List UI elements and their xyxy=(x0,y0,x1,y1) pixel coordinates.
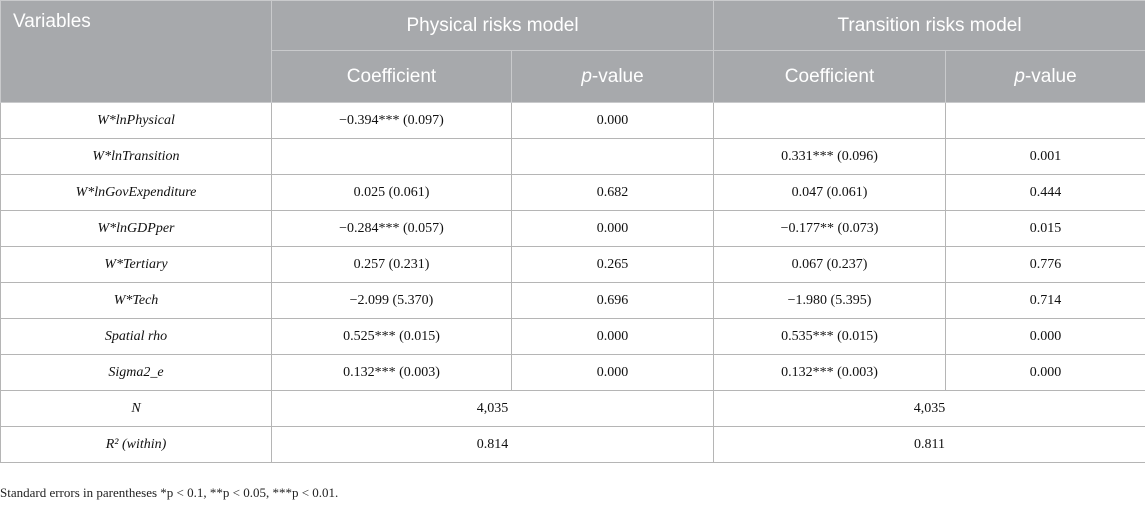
table-row: W*lnPhysical −0.394*** (0.097) 0.000 xyxy=(0,102,1145,139)
header-physical-model: Physical risks model xyxy=(270,0,715,51)
table-row: W*lnGDPper −0.284*** (0.057) 0.000 −0.17… xyxy=(0,210,1145,247)
physical-coefficient: 0.525*** (0.015) xyxy=(271,318,512,355)
header-row-top: Variables Physical risks model Transitio… xyxy=(0,0,1145,103)
transition-coefficient: 0.067 (0.237) xyxy=(713,246,947,283)
header-physical-pvalue: p-value xyxy=(510,50,715,103)
row-variable: W*Tertiary xyxy=(0,246,272,283)
table-row: W*Tech −2.099 (5.370) 0.696 −1.980 (5.39… xyxy=(0,282,1145,319)
physical-coefficient: 0.132*** (0.003) xyxy=(271,354,512,391)
transition-coefficient: 0.047 (0.061) xyxy=(713,174,947,211)
transition-n: 4,035 xyxy=(713,390,1145,427)
row-variable: W*lnTransition xyxy=(0,138,272,175)
row-variable-r2: R² (within) xyxy=(0,426,272,463)
row-variable: Sigma2_e xyxy=(0,354,272,391)
physical-coefficient: −2.099 (5.370) xyxy=(271,282,512,319)
table-footnote: Standard errors in parentheses *p < 0.1,… xyxy=(0,485,339,500)
physical-pvalue: 0.696 xyxy=(510,282,715,319)
row-variable: W*lnGDPper xyxy=(0,210,272,247)
transition-pvalue: 0.000 xyxy=(945,318,1145,355)
table-row: W*Tertiary 0.257 (0.231) 0.265 0.067 (0.… xyxy=(0,246,1145,283)
header-transition-pvalue: p-value xyxy=(945,50,1145,103)
physical-coefficient: −0.284*** (0.057) xyxy=(271,210,512,247)
physical-r2: 0.814 xyxy=(270,426,715,463)
table-row-n: N 4,035 4,035 xyxy=(0,390,1145,427)
pvalue-p: p xyxy=(1014,65,1025,87)
table-row: Spatial rho 0.525*** (0.015) 0.000 0.535… xyxy=(0,318,1145,355)
row-variable: W*Tech xyxy=(0,282,272,319)
transition-pvalue: 0.000 xyxy=(945,354,1145,391)
physical-pvalue: 0.000 xyxy=(510,354,715,391)
physical-n: 4,035 xyxy=(270,390,715,427)
header-row-sub: Coefficient p-value Coefficient p-value xyxy=(1,50,1145,103)
header-variables: Variables xyxy=(0,0,272,103)
transition-coefficient: 0.535*** (0.015) xyxy=(713,318,947,355)
physical-pvalue: 0.000 xyxy=(510,102,715,139)
transition-pvalue: 0.001 xyxy=(945,138,1145,175)
row-variable-n: N xyxy=(0,390,272,427)
physical-coefficient: −0.394*** (0.097) xyxy=(271,102,512,139)
header-transition-coefficient: Coefficient xyxy=(713,50,947,103)
transition-pvalue: 0.714 xyxy=(945,282,1145,319)
table-row: Sigma2_e 0.132*** (0.003) 0.000 0.132***… xyxy=(0,354,1145,391)
header-transition-model: Transition risks model xyxy=(713,0,1145,51)
transition-coefficient: −1.980 (5.395) xyxy=(713,282,947,319)
transition-pvalue: 0.776 xyxy=(945,246,1145,283)
header-physical-coefficient: Coefficient xyxy=(271,50,512,103)
transition-r2: 0.811 xyxy=(713,426,1145,463)
transition-coefficient: 0.331*** (0.096) xyxy=(713,138,947,175)
physical-pvalue: 0.682 xyxy=(510,174,715,211)
transition-pvalue: 0.015 xyxy=(945,210,1145,247)
transition-pvalue xyxy=(945,102,1145,139)
row-variable: W*lnGovExpenditure xyxy=(0,174,272,211)
physical-pvalue: 0.265 xyxy=(510,246,715,283)
regression-results-table: Variables Physical risks model Transitio… xyxy=(0,0,1145,463)
physical-coefficient: 0.257 (0.231) xyxy=(271,246,512,283)
transition-pvalue: 0.444 xyxy=(945,174,1145,211)
table-row: W*lnGovExpenditure 0.025 (0.061) 0.682 0… xyxy=(0,174,1145,211)
transition-coefficient xyxy=(713,102,947,139)
physical-pvalue: 0.000 xyxy=(510,318,715,355)
transition-coefficient: −0.177** (0.073) xyxy=(713,210,947,247)
physical-pvalue xyxy=(510,138,715,175)
physical-pvalue: 0.000 xyxy=(510,210,715,247)
transition-coefficient: 0.132*** (0.003) xyxy=(713,354,947,391)
row-variable: W*lnPhysical xyxy=(0,102,272,139)
table-row-r2: R² (within) 0.814 0.811 xyxy=(0,426,1145,463)
physical-coefficient: 0.025 (0.061) xyxy=(271,174,512,211)
pvalue-suffix: -value xyxy=(591,65,644,87)
pvalue-p: p xyxy=(581,65,592,87)
row-variable: Spatial rho xyxy=(0,318,272,355)
pvalue-suffix: -value xyxy=(1024,65,1077,87)
physical-coefficient xyxy=(271,138,512,175)
table-row: W*lnTransition 0.331*** (0.096) 0.001 xyxy=(0,138,1145,175)
results-table-container: Variables Physical risks model Transitio… xyxy=(0,0,1145,463)
